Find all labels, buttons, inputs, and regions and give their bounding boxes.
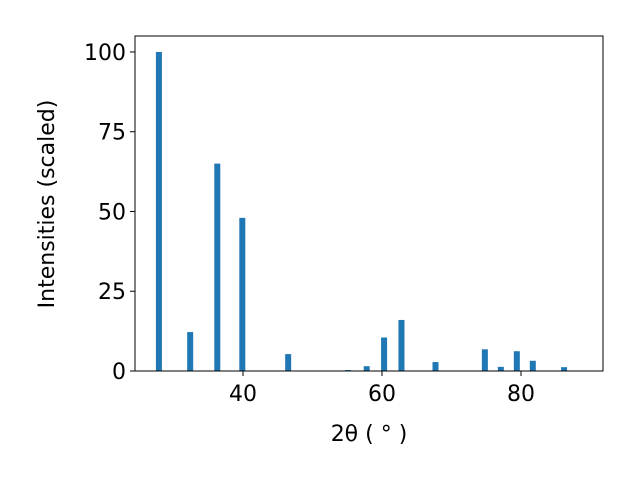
bar (513, 351, 520, 371)
y-tick-label: 0 (112, 360, 126, 385)
bar (497, 366, 504, 371)
bar (285, 354, 292, 371)
plot-frame (134, 35, 604, 372)
bar (239, 217, 246, 371)
bar (381, 337, 388, 371)
x-tick-label: 60 (368, 382, 396, 407)
x-axis-label: 2θ ( ° ) (331, 422, 408, 447)
y-tick-label: 100 (84, 41, 126, 66)
bar (529, 360, 536, 371)
bar (187, 332, 194, 371)
y-tick-label: 25 (98, 280, 126, 305)
bar (481, 349, 488, 371)
x-tick-label: 40 (229, 382, 257, 407)
y-tick-label: 75 (98, 121, 126, 146)
y-tick-label: 50 (98, 200, 126, 225)
bar (432, 362, 439, 371)
x-tick-label: 80 (507, 382, 535, 407)
bar (363, 366, 370, 371)
bar (214, 163, 221, 371)
bar (155, 51, 162, 371)
bar (398, 319, 405, 371)
bar (561, 367, 568, 371)
y-axis-label: Intensities (scaled) (35, 100, 60, 309)
